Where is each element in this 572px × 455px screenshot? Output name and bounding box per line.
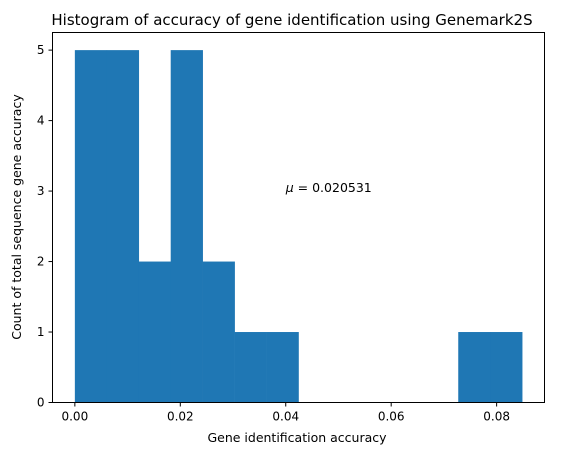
y-tick-label: 1 [37, 325, 45, 339]
x-tick-label: 0.06 [378, 410, 405, 424]
y-axis-title: Count of total sequence gene accuracy [9, 94, 24, 340]
x-tick-label: 0.02 [167, 410, 194, 424]
y-axis-ticks: 0 1 2 3 4 5 [37, 43, 53, 410]
histogram-bar [138, 261, 172, 403]
histogram-bar [266, 332, 299, 403]
y-tick-label: 0 [37, 396, 45, 410]
histogram-bar [490, 332, 523, 403]
bars-group [74, 50, 523, 403]
plot-frame [52, 32, 545, 403]
y-tick-label: 2 [37, 255, 45, 269]
histogram-bar [74, 50, 108, 403]
y-tick-label: 3 [37, 184, 45, 198]
histogram-bar [106, 50, 140, 403]
x-axis-ticks: 0.00 0.02 0.04 0.06 0.08 [61, 402, 510, 424]
histogram-bar [202, 261, 235, 403]
histogram-bar [170, 50, 203, 403]
mean-symbol: μ [285, 180, 294, 195]
y-tick-label: 4 [37, 114, 45, 128]
x-tick-label: 0.00 [61, 410, 88, 424]
chart-title: Histogram of accuracy of gene identifica… [51, 11, 532, 29]
x-tick-label: 0.04 [272, 410, 299, 424]
x-axis-title: Gene identification accuracy [207, 430, 387, 445]
histogram-bar [458, 332, 491, 403]
mean-annotation: μ = 0.020531 [285, 180, 372, 195]
histogram-bar [234, 332, 267, 403]
mean-value: = 0.020531 [294, 180, 372, 195]
x-tick-label: 0.08 [483, 410, 510, 424]
y-tick-label: 5 [37, 43, 45, 57]
